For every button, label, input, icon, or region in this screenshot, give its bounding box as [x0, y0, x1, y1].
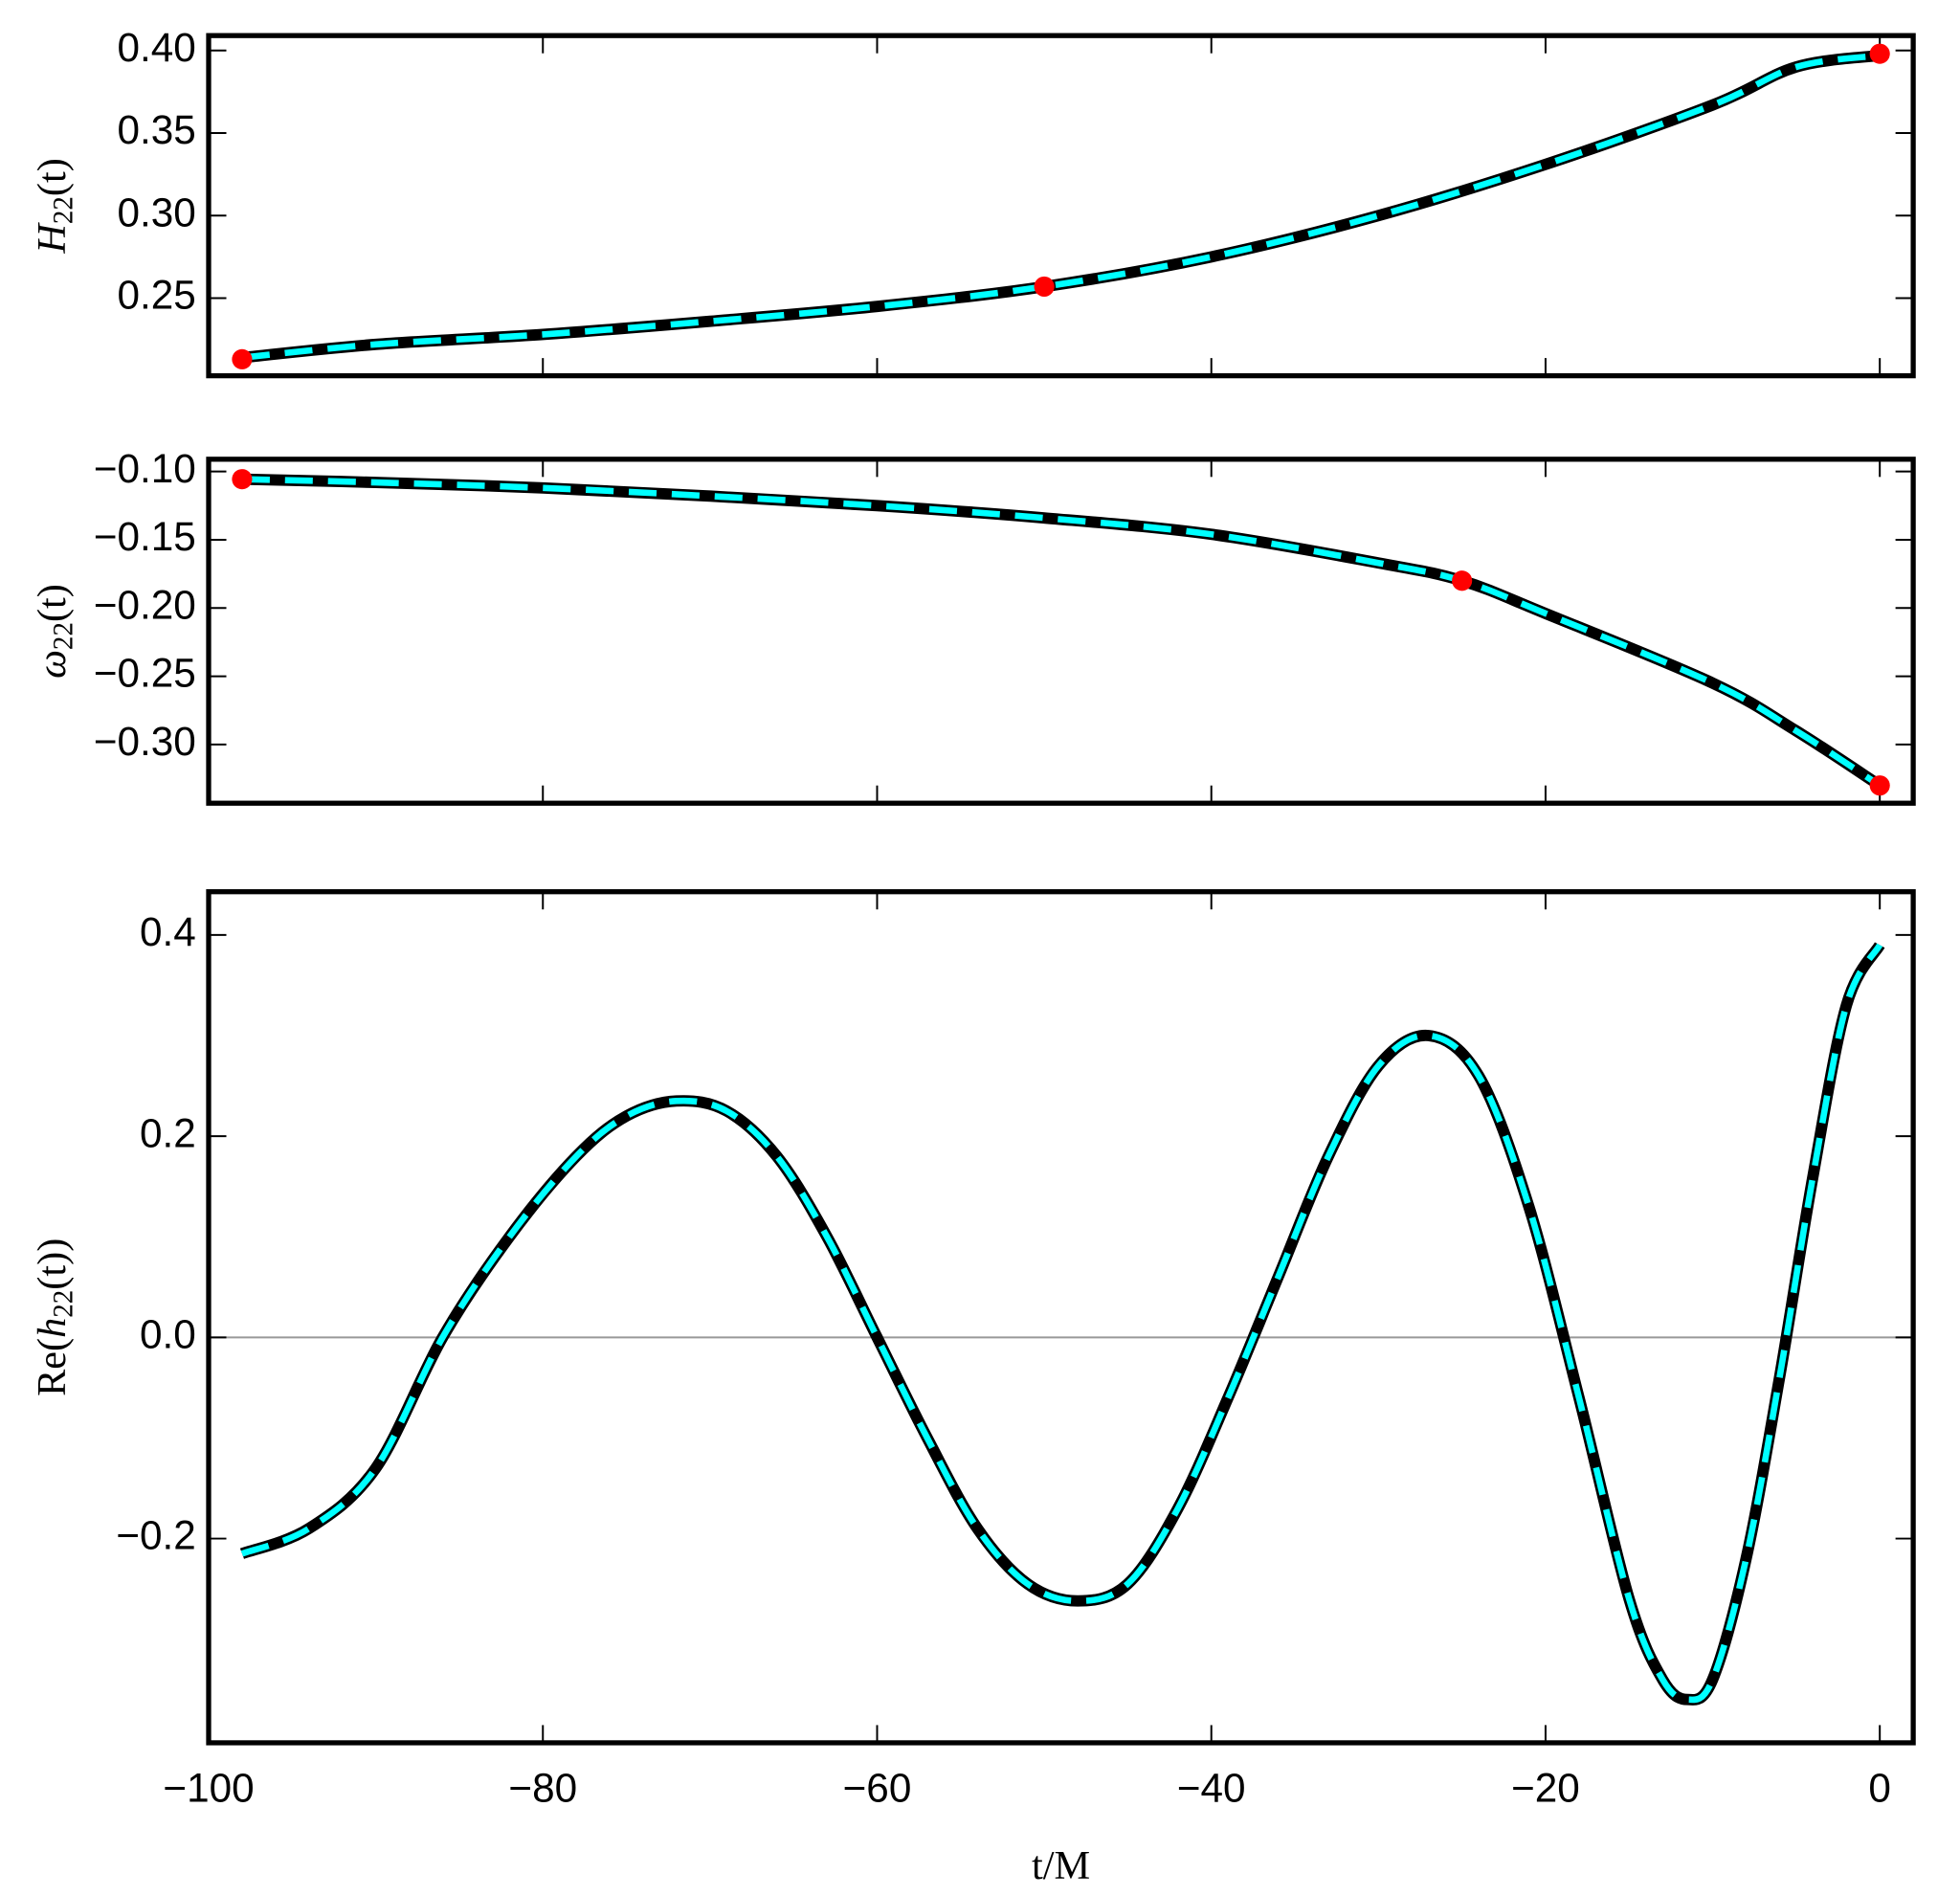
line — [241, 49, 1882, 364]
marker — [1869, 775, 1890, 796]
line — [239, 942, 1885, 1706]
frame — [206, 457, 1916, 806]
line — [241, 473, 1883, 791]
panel: −0.2 0.0 0.2 0.4 −100 −80 −60 −40 −20 0 Re(h22(t))… — [30, 889, 1916, 1888]
y-axis-label: Re(h22(t)) — [30, 1238, 79, 1396]
line-dashed — [240, 943, 1883, 1704]
y-label-part: H — [30, 222, 75, 255]
y-tick-label: 0.35 — [118, 107, 196, 152]
x-tick-label: −20 — [1511, 1765, 1580, 1810]
line-dashed — [241, 476, 1882, 789]
y-axis-label: H22(t) — [30, 158, 79, 254]
marker — [232, 469, 253, 490]
y-tick-label: 0.4 — [140, 909, 196, 954]
y-label-part: Re( — [30, 1338, 75, 1396]
y-tick-label: −0.15 — [94, 514, 196, 559]
y-tick-label: −0.25 — [94, 651, 196, 696]
y-tick-label: 0.0 — [140, 1312, 196, 1357]
y-label-part: ω — [30, 650, 75, 679]
marker — [1452, 570, 1473, 591]
y-tick-label: 0.40 — [118, 25, 196, 70]
y-label-part: (t) — [30, 158, 75, 196]
panel: −0.30 −0.25 −0.20 −0.15 −0.10 ω22(t) — [30, 446, 1916, 806]
y-tick-label: 0.25 — [118, 273, 196, 318]
x-tick-label: −100 — [163, 1765, 254, 1810]
marker — [1034, 276, 1055, 298]
x-tick-label: −40 — [1177, 1765, 1246, 1810]
frame — [206, 889, 1916, 1746]
y-axis-label: ω22(t) — [30, 584, 79, 679]
y-tick-label: 0.2 — [140, 1110, 196, 1155]
y-tick-label: −0.20 — [94, 582, 196, 627]
y-tick-label: −0.10 — [94, 446, 196, 491]
x-tick-label: −60 — [843, 1765, 912, 1810]
y-tick-label: 0.30 — [118, 190, 196, 234]
panel: 0.25 0.30 0.35 0.40 H22(t) — [30, 25, 1916, 379]
y-tick-label: −0.30 — [94, 719, 196, 764]
marker — [1869, 43, 1890, 64]
x-axis-label: t/M — [1032, 1843, 1090, 1888]
frame — [206, 33, 1916, 379]
y-label-part: h — [30, 1318, 75, 1338]
y-label-part: (t)) — [30, 1238, 75, 1290]
marker — [232, 348, 253, 369]
y-label-part: 22 — [48, 196, 78, 224]
y-label-part: (t) — [30, 584, 75, 622]
line-dashed — [241, 52, 1881, 361]
x-tick-label: 0 — [1868, 1765, 1891, 1810]
y-label-part: 22 — [48, 622, 78, 650]
y-tick-label: −0.2 — [116, 1513, 195, 1558]
y-label-part: 22 — [48, 1290, 78, 1318]
x-tick-label: −80 — [508, 1765, 577, 1810]
